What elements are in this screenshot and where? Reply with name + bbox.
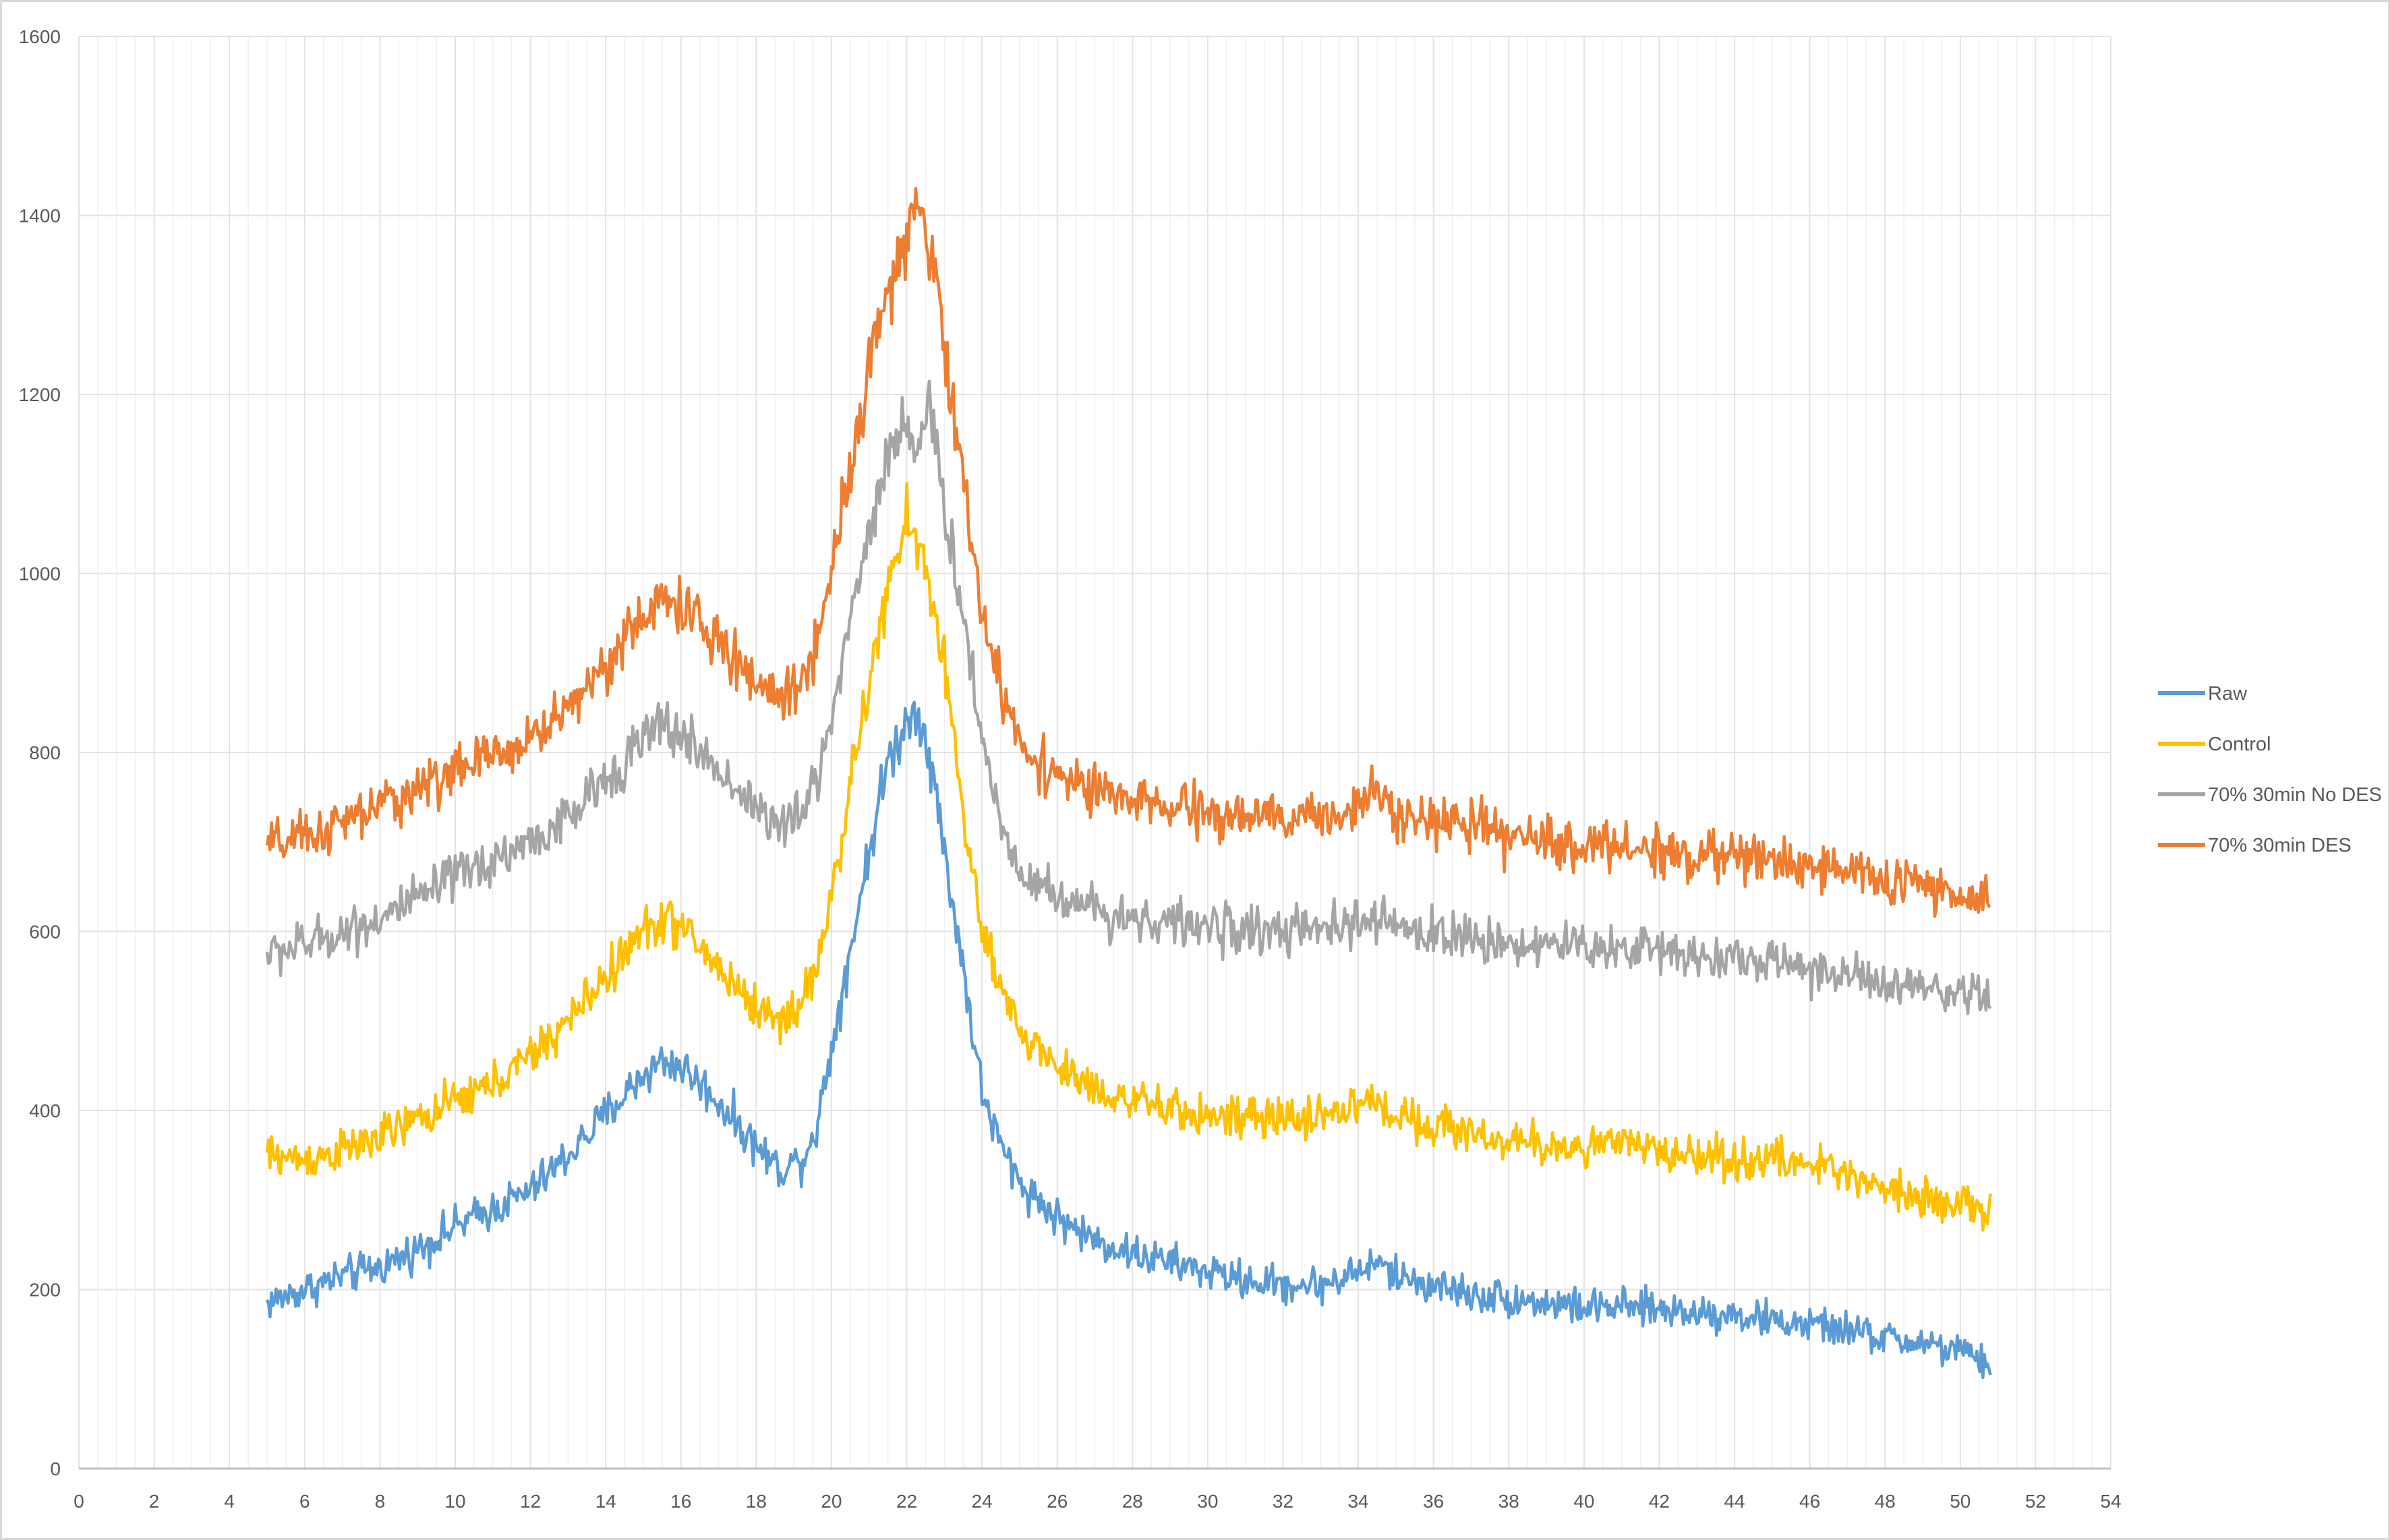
x-tick-label: 2 — [149, 1491, 160, 1512]
x-tick-label: 28 — [1122, 1491, 1143, 1512]
x-tick-label: 40 — [1573, 1491, 1594, 1512]
y-tick-label: 1000 — [19, 564, 61, 585]
x-tick-label: 4 — [224, 1491, 235, 1512]
series-line-70-30min-des — [265, 187, 1991, 918]
x-tick-label: 32 — [1273, 1491, 1293, 1512]
legend-label: Raw — [2208, 683, 2248, 705]
y-tick-label: 1400 — [19, 206, 61, 227]
x-tick-label: 50 — [1950, 1491, 1971, 1512]
x-tick-label: 10 — [444, 1491, 465, 1512]
y-tick-label: 200 — [29, 1280, 61, 1301]
legend-label: 70% 30min No DES — [2208, 784, 2382, 806]
x-tick-label: 42 — [1649, 1491, 1670, 1512]
x-tick-label: 48 — [1875, 1491, 1896, 1512]
x-tick-label: 6 — [299, 1491, 310, 1512]
x-tick-label: 54 — [2100, 1491, 2121, 1512]
x-tick-label: 16 — [670, 1491, 691, 1512]
x-tick-label: 44 — [1724, 1491, 1745, 1512]
legend-label: Control — [2208, 734, 2271, 755]
x-tick-label: 46 — [1799, 1491, 1820, 1512]
x-tick-label: 24 — [972, 1491, 993, 1512]
x-tick-label: 14 — [595, 1491, 616, 1512]
y-tick-label: 0 — [50, 1458, 61, 1479]
x-tick-label: 8 — [375, 1491, 386, 1512]
y-tick-label: 1600 — [19, 26, 61, 47]
x-tick-label: 30 — [1197, 1491, 1218, 1512]
y-tick-label: 800 — [29, 742, 61, 763]
series-line-70-30min-no-des — [265, 379, 1992, 1015]
y-tick-label: 400 — [29, 1100, 61, 1121]
x-tick-label: 22 — [896, 1491, 917, 1512]
gridlines — [78, 36, 2111, 1469]
legend: Raw Control 70% 30min No DES 70% 30min DES — [2158, 683, 2382, 856]
x-tick-label: 26 — [1047, 1491, 1068, 1512]
y-axis-tick-labels: 0 200 400 600 800 1000 1200 1400 1600 — [19, 26, 61, 1479]
y-tick-label: 600 — [29, 922, 61, 943]
x-tick-label: 0 — [74, 1491, 84, 1512]
y-tick-label: 1200 — [19, 384, 61, 405]
x-tick-label: 18 — [746, 1491, 767, 1512]
x-tick-label: 38 — [1498, 1491, 1519, 1512]
x-tick-label: 36 — [1423, 1491, 1444, 1512]
x-tick-label: 20 — [821, 1491, 842, 1512]
x-axis-tick-labels: 0 2 4 6 8 10 12 14 16 18 20 22 24 26 28 30 32 34 36 38 40 42 4… — [74, 1491, 2121, 1512]
series-lines — [265, 187, 1992, 1380]
series-line-control — [265, 481, 1992, 1232]
legend-label: 70% 30min DES — [2208, 835, 2352, 856]
x-tick-label: 52 — [2025, 1491, 2046, 1512]
series-line-raw — [265, 701, 1992, 1380]
x-tick-label: 34 — [1347, 1491, 1368, 1512]
x-tick-label: 12 — [520, 1491, 541, 1512]
